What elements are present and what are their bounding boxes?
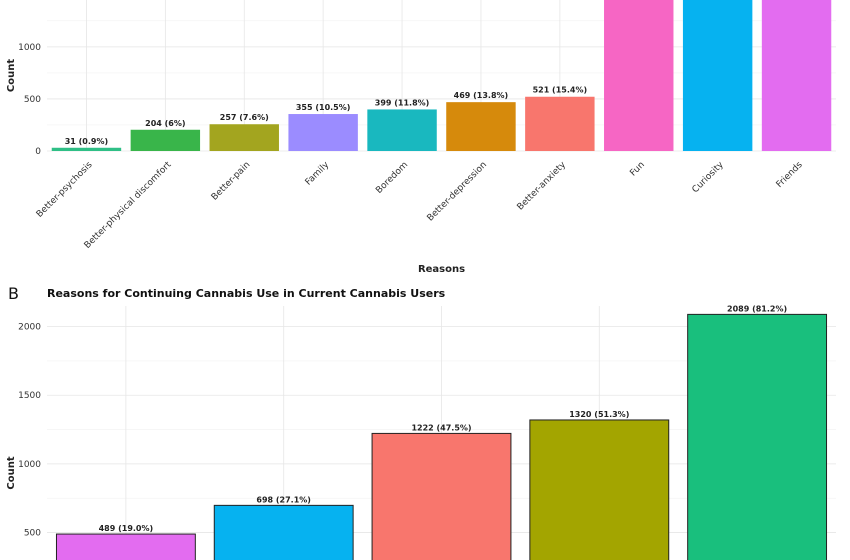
- data-label-b: 1320 (51.3%): [569, 410, 629, 419]
- data-label-a: 204 (6%): [145, 119, 185, 128]
- data-label-a: 521 (15.4%): [533, 86, 588, 95]
- x-axis-label-a: Reasons: [418, 264, 465, 275]
- data-label-b: 698 (27.1%): [256, 495, 311, 504]
- y-tick-label-b: 1500: [18, 391, 41, 401]
- bar-b: [687, 313, 828, 560]
- x-tick-label-a: Boredom: [374, 160, 410, 196]
- bar-b: [371, 432, 512, 560]
- bar-a: [525, 96, 595, 151]
- data-label-a: 31 (0.9%): [65, 137, 108, 146]
- bar-a: [288, 114, 358, 151]
- y-tick-label-b: 500: [24, 529, 41, 539]
- bar-a: [209, 124, 279, 151]
- y-tick-label-b: 2000: [18, 323, 41, 333]
- bar-b: [213, 504, 354, 560]
- y-tick-label-a: 1000: [18, 43, 41, 53]
- data-label-b: 489 (19.0%): [99, 524, 154, 533]
- x-tick-label-a: Better-anxiety: [516, 160, 569, 213]
- data-label-b: 1222 (47.5%): [411, 423, 471, 432]
- data-label-a: 355 (10.5%): [296, 103, 351, 112]
- bar-a: [367, 109, 437, 151]
- bar-a: [130, 129, 201, 151]
- x-tick-label-a: Family: [304, 160, 332, 188]
- bar-a: [682, 0, 753, 151]
- y-tick-label-b: 1000: [18, 460, 41, 470]
- y-axis-label-b: Count: [6, 456, 17, 489]
- bar-a: [604, 0, 674, 151]
- bar-a: [446, 102, 516, 151]
- panel-letter-b: B: [8, 284, 19, 303]
- x-tick-label-a: Better-pain: [210, 160, 253, 203]
- data-label-a: 257 (7.6%): [220, 113, 269, 122]
- bar-b: [529, 419, 670, 560]
- x-tick-label-a: Better-depression: [426, 160, 489, 223]
- y-axis-label-a: Count: [6, 59, 17, 92]
- x-tick-label-a: Friends: [775, 160, 805, 190]
- x-tick-label-a: Better-psychosis: [35, 160, 95, 220]
- y-tick-label-a: 0: [35, 147, 41, 157]
- bar-a: [761, 0, 832, 151]
- bar-b: [55, 533, 196, 560]
- data-label-b: 2089 (81.2%): [727, 304, 787, 313]
- x-tick-label-a: Fun: [628, 160, 646, 178]
- data-label-a: 469 (13.8%): [454, 91, 509, 100]
- data-label-a: 399 (11.8%): [375, 98, 430, 107]
- bar-a: [51, 147, 122, 151]
- x-tick-label-a: Better-physical discomfort: [83, 160, 174, 251]
- x-tick-label-a: Curiosity: [691, 160, 727, 196]
- chart-title-b: Reasons for Continuing Cannabis Use in C…: [47, 287, 446, 300]
- y-tick-label-a: 500: [24, 95, 41, 105]
